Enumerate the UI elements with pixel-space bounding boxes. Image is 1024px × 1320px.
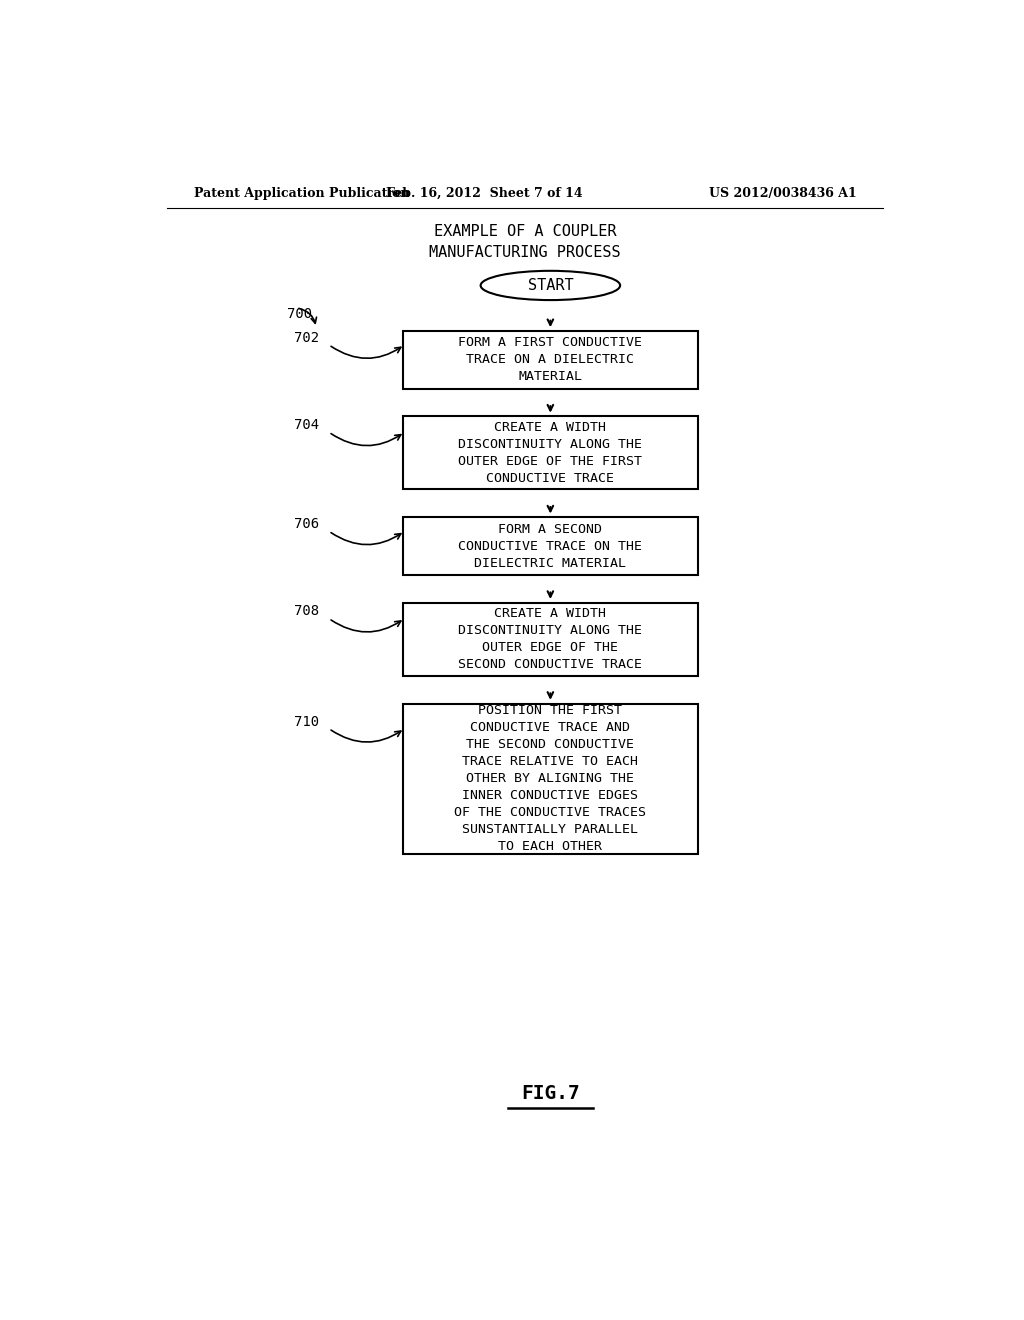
Text: Patent Application Publication: Patent Application Publication [194, 186, 410, 199]
Text: 706: 706 [294, 517, 319, 531]
Text: CREATE A WIDTH
DISCONTINUITY ALONG THE
OUTER EDGE OF THE
SECOND CONDUCTIVE TRACE: CREATE A WIDTH DISCONTINUITY ALONG THE O… [459, 607, 642, 672]
Text: START: START [527, 279, 573, 293]
FancyBboxPatch shape [403, 704, 697, 854]
Text: CREATE A WIDTH
DISCONTINUITY ALONG THE
OUTER EDGE OF THE FIRST
CONDUCTIVE TRACE: CREATE A WIDTH DISCONTINUITY ALONG THE O… [459, 421, 642, 484]
Text: MANUFACTURING PROCESS: MANUFACTURING PROCESS [429, 244, 621, 260]
Text: FIG.7: FIG.7 [521, 1085, 580, 1104]
Text: Feb. 16, 2012  Sheet 7 of 14: Feb. 16, 2012 Sheet 7 of 14 [386, 186, 583, 199]
Text: 708: 708 [294, 605, 319, 619]
Text: EXAMPLE OF A COUPLER: EXAMPLE OF A COUPLER [433, 224, 616, 239]
Text: FORM A SECOND
CONDUCTIVE TRACE ON THE
DIELECTRIC MATERIAL: FORM A SECOND CONDUCTIVE TRACE ON THE DI… [459, 523, 642, 570]
FancyBboxPatch shape [403, 603, 697, 676]
FancyBboxPatch shape [403, 517, 697, 576]
FancyBboxPatch shape [403, 416, 697, 490]
Text: FORM A FIRST CONDUCTIVE
TRACE ON A DIELECTRIC
MATERIAL: FORM A FIRST CONDUCTIVE TRACE ON A DIELE… [459, 337, 642, 383]
Text: 710: 710 [294, 714, 319, 729]
Text: 702: 702 [294, 331, 319, 345]
FancyBboxPatch shape [403, 331, 697, 388]
Text: US 2012/0038436 A1: US 2012/0038436 A1 [709, 186, 856, 199]
Ellipse shape [480, 271, 621, 300]
Text: POSITION THE FIRST
CONDUCTIVE TRACE AND
THE SECOND CONDUCTIVE
TRACE RELATIVE TO : POSITION THE FIRST CONDUCTIVE TRACE AND … [455, 704, 646, 853]
Text: 700: 700 [287, 308, 312, 321]
Text: 704: 704 [294, 418, 319, 432]
